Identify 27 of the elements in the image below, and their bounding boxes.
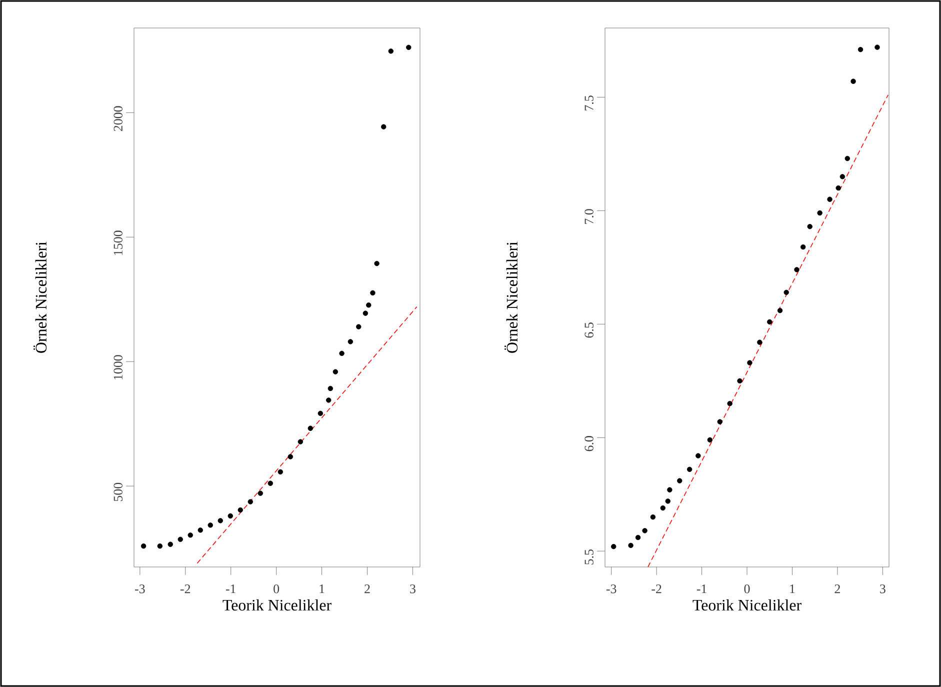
x-tick-label: 1 [790, 584, 795, 594]
x-tick-label: -3 [135, 584, 145, 594]
x-axis-title: Teorik Nicelikler [692, 599, 802, 611]
y-tick-label: 5.5 [584, 550, 594, 564]
y-tick-label: 500 [114, 482, 122, 502]
x-tick-label: 3 [880, 584, 886, 594]
y-tick-label: 7.0 [584, 209, 594, 224]
y-tick-label: 1500 [114, 230, 122, 255]
y-tick-label: 6.5 [584, 322, 594, 338]
y-tick-label: 2000 [114, 106, 122, 132]
y-tick-label: 7.5 [584, 96, 594, 110]
y-axis-title: Örnek Nicelikleri [504, 242, 518, 353]
x-tick-label: 1 [320, 584, 324, 594]
x-tick-label: 3 [410, 584, 416, 594]
x-tick-label: -2 [180, 584, 190, 594]
x-axis-title: Teorik Nicelikler [222, 599, 332, 611]
x-tick-label: -1 [696, 584, 706, 594]
x-tick-label: 0 [274, 584, 280, 594]
y-tick-label: 1000 [114, 355, 122, 380]
x-tick-label: 2 [364, 584, 370, 594]
y-axis-title: Örnek Nicelikleri [33, 242, 47, 353]
x-tick-label: -3 [606, 584, 616, 594]
x-tick-label: -1 [226, 584, 236, 594]
x-tick-label: 2 [834, 584, 840, 594]
x-tick-label: 0 [744, 584, 750, 594]
x-tick-label: -2 [652, 584, 662, 594]
y-tick-label: 6.0 [584, 436, 594, 452]
